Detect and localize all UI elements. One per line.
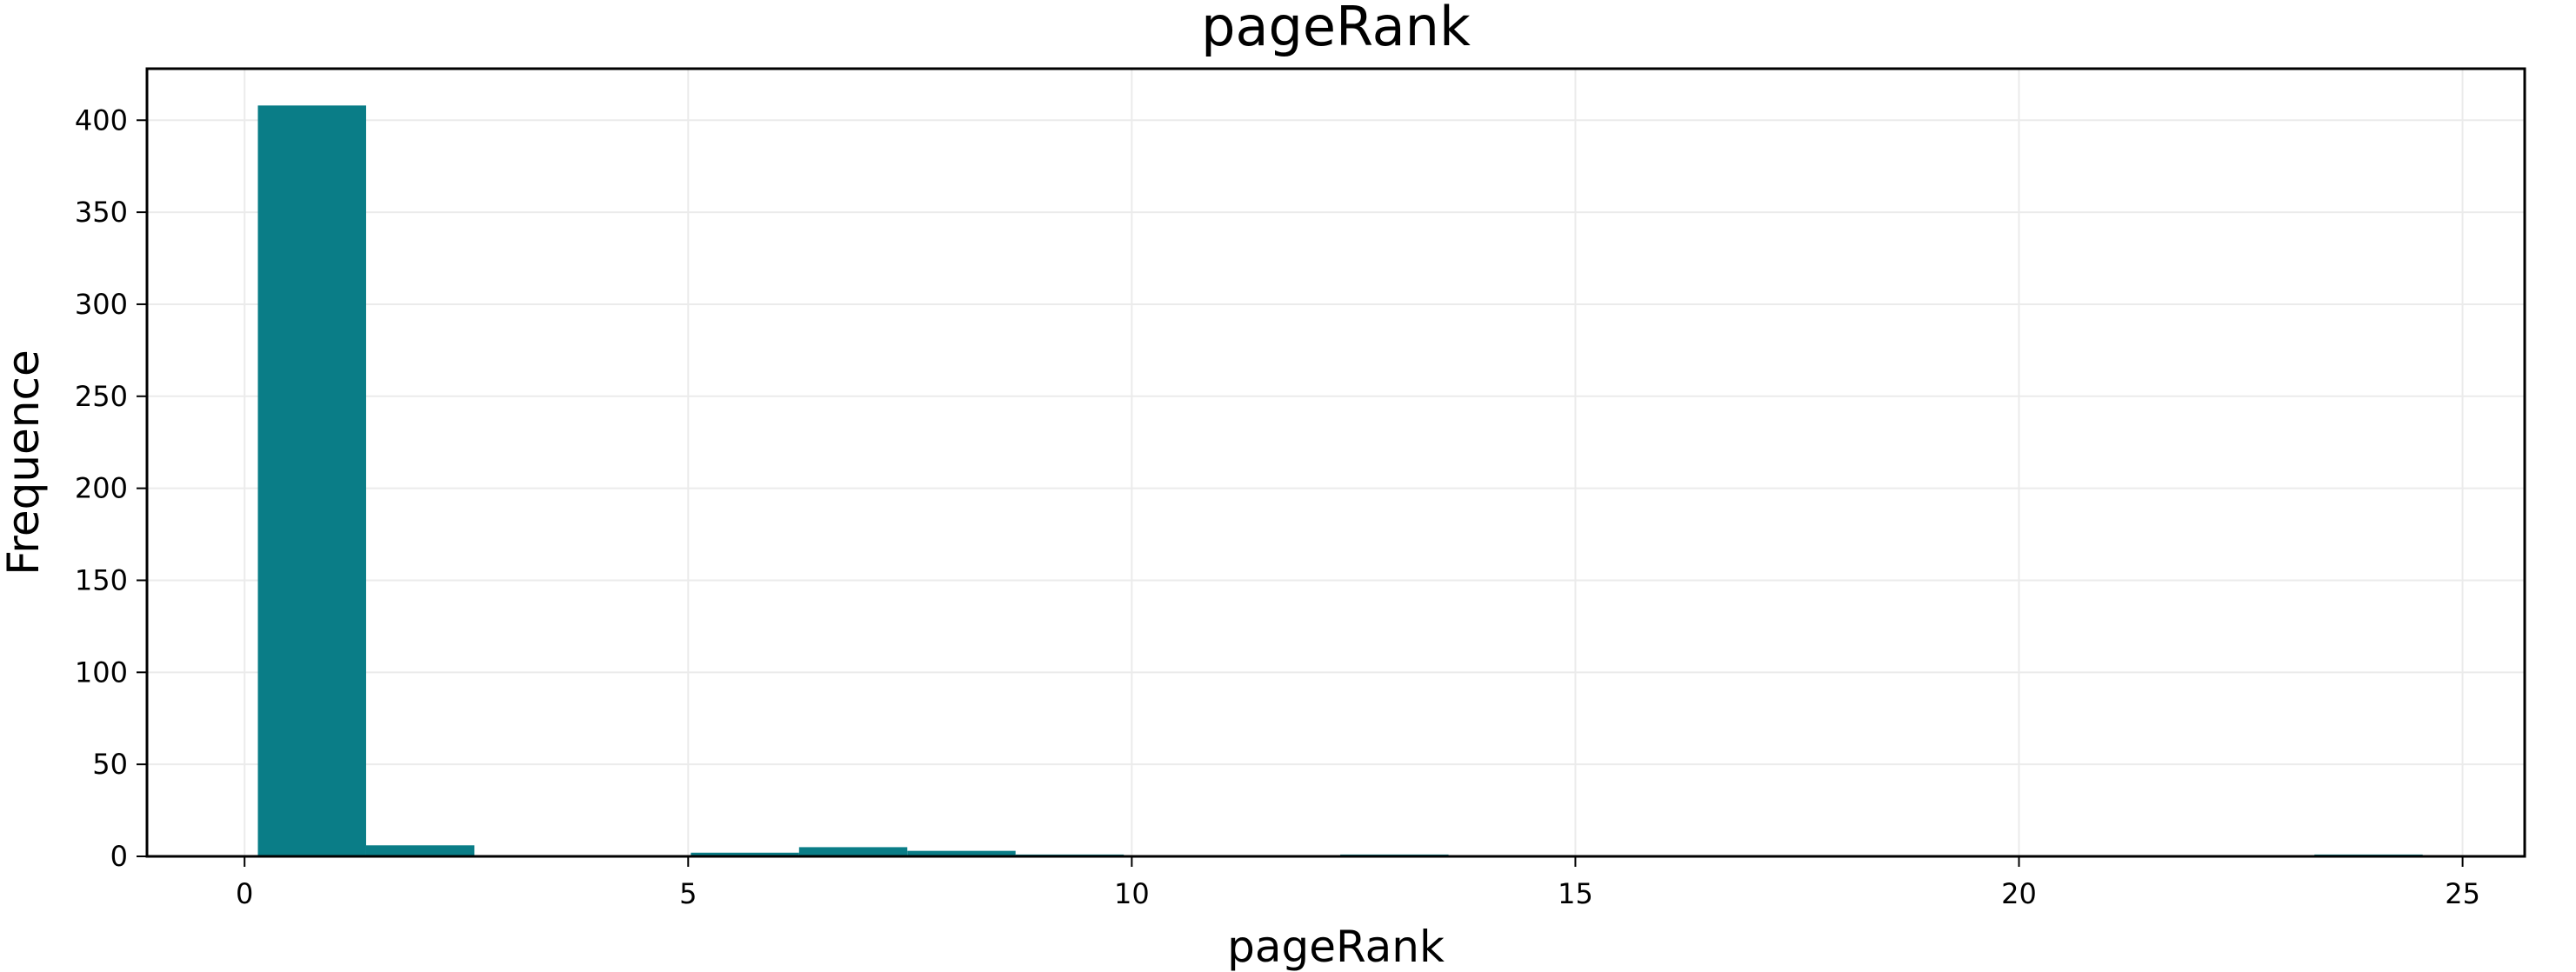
y-tick-label: 250 xyxy=(75,380,128,413)
histogram-bar xyxy=(691,852,799,856)
chart-title: pageRank xyxy=(1201,0,1471,58)
grid-lines xyxy=(147,69,2525,857)
y-tick-label: 350 xyxy=(75,196,128,229)
histogram-bar xyxy=(798,847,908,856)
x-tick-label: 25 xyxy=(2445,877,2480,910)
histogram-bar xyxy=(257,105,366,857)
x-tick-label: 20 xyxy=(2001,877,2037,910)
y-tick-label: 300 xyxy=(75,288,128,321)
x-axis-label: pageRank xyxy=(1227,922,1445,972)
x-tick-label: 0 xyxy=(236,877,253,910)
y-tick-label: 0 xyxy=(110,840,128,873)
histogram-bar xyxy=(907,850,1016,856)
x-tick-label: 5 xyxy=(679,877,697,910)
y-tick-label: 150 xyxy=(75,563,128,596)
y-tick-label: 50 xyxy=(92,748,128,781)
y-axis-label: Frequence xyxy=(0,350,49,575)
y-tick-label: 100 xyxy=(75,656,128,689)
y-tick-label: 400 xyxy=(75,103,128,136)
histogram-bar xyxy=(365,845,475,856)
x-tick-label: 10 xyxy=(1114,877,1150,910)
plot-frame xyxy=(145,67,2526,858)
y-tick-label: 200 xyxy=(75,472,128,505)
histogram-bars xyxy=(257,105,2423,857)
x-tick-label: 15 xyxy=(1558,877,1593,910)
